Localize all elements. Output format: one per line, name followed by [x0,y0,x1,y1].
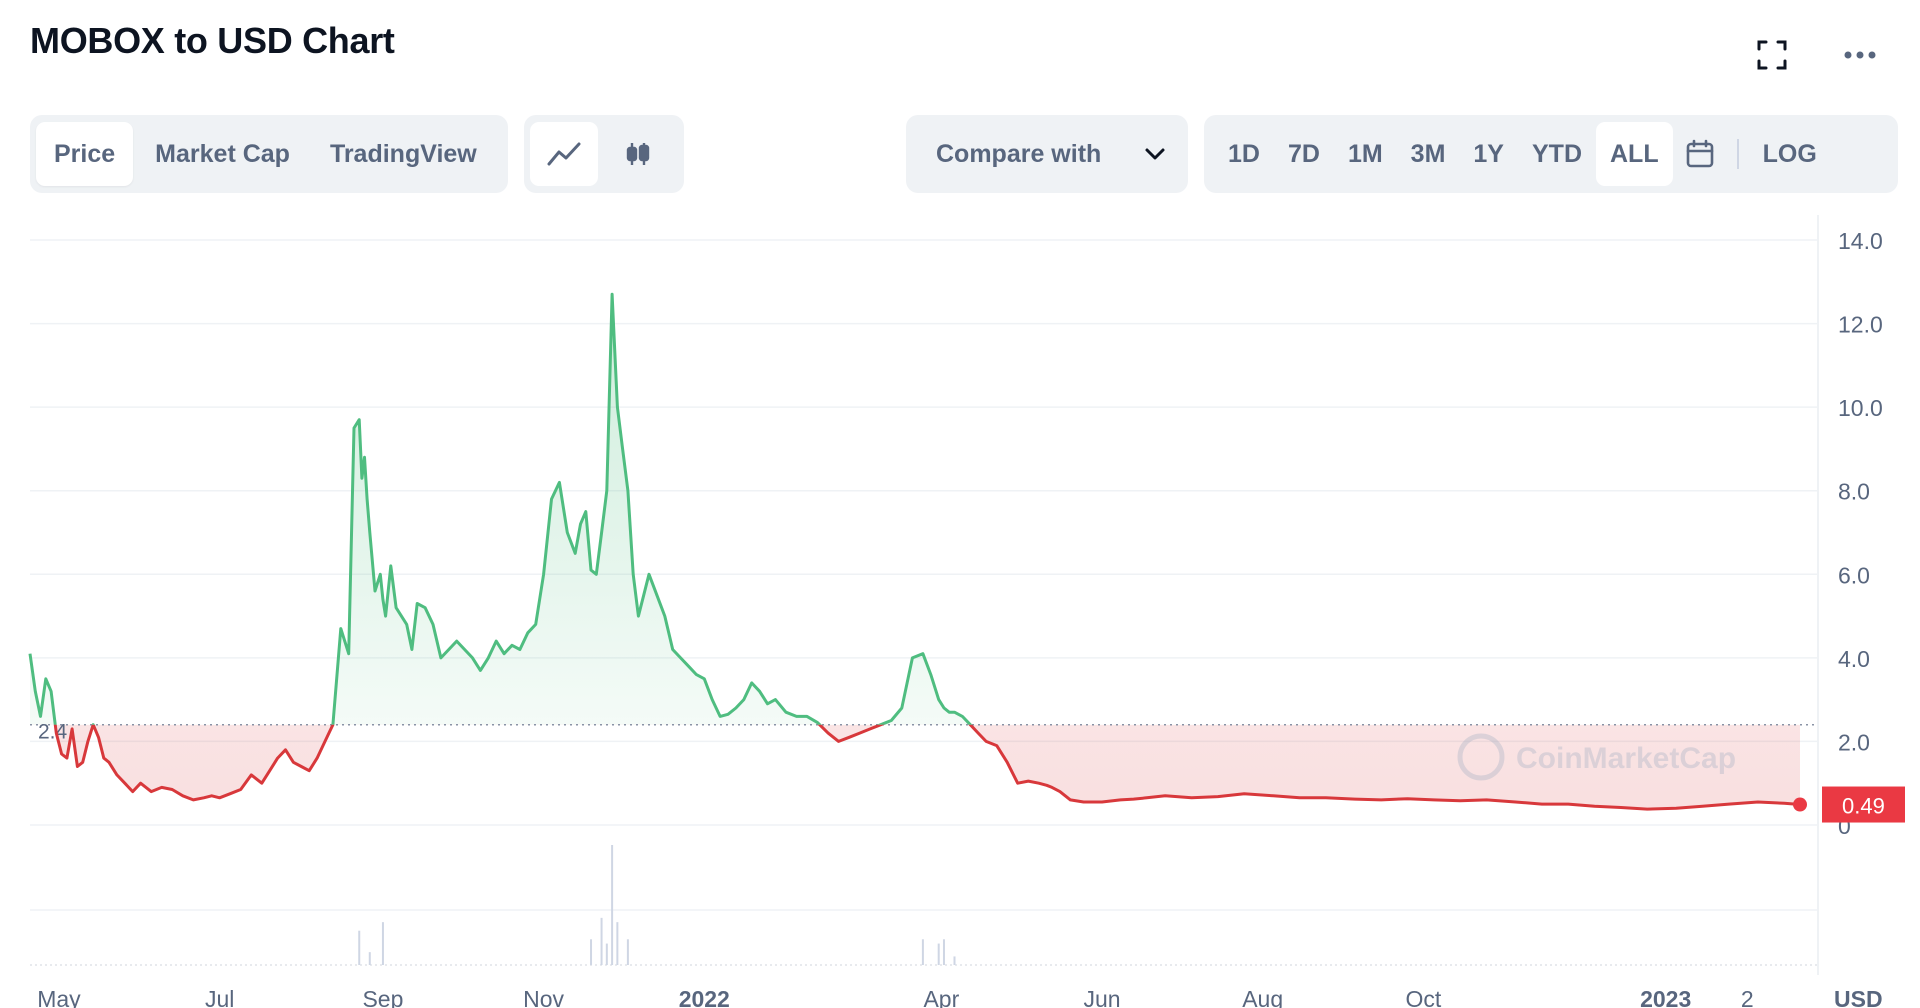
y-tick-label: 10.0 [1838,395,1883,421]
volume-bar [942,939,945,965]
last-price-badge [1822,786,1905,823]
y-tick-label: 2.0 [1838,729,1870,755]
volume-bar [616,922,619,965]
range-1m[interactable]: 1M [1347,139,1383,168]
y-tick-label: 12.0 [1838,312,1883,338]
x-tick-label: Nov [523,986,564,1008]
volume-bar [368,952,371,965]
log-toggle[interactable]: LOG [1762,139,1817,168]
last-price-label: 0.49 [1842,794,1885,819]
volume-bar [600,917,603,965]
x-tick-label: Aug [1242,986,1283,1008]
tab-market-cap[interactable]: Market Cap [155,139,290,168]
y-tick-label: 4.0 [1838,646,1870,672]
volume-bar [381,922,384,965]
price-line-down [53,724,1801,811]
range-ytd[interactable]: YTD [1532,139,1582,168]
y-tick-label: 8.0 [1838,479,1870,505]
range-all[interactable]: ALL [1596,122,1673,186]
chart-type-toggle [524,115,684,193]
line-chart-icon[interactable] [530,122,598,186]
volume-bar [605,943,608,965]
x-tick-label: 2023 [1640,986,1691,1008]
tab-price[interactable]: Price [36,122,134,186]
y-tick-label: 14.0 [1838,228,1883,254]
range-7d[interactable]: 7D [1287,139,1320,168]
tab-tradingview[interactable]: TradingView [329,139,477,168]
chart-tabs: Price Market Cap TradingView [30,115,508,193]
price-line-up [28,292,973,725]
compare-with-label: Compare with [936,139,1102,168]
candlestick-icon[interactable] [604,122,672,186]
page-title: MOBOX to USD Chart [30,20,395,61]
range-divider [1736,139,1739,169]
volume-bar [937,943,940,965]
y-tick-label: 6.0 [1838,562,1870,588]
volume-bar [590,939,593,965]
volume-bar [921,939,924,965]
calendar-icon[interactable] [1673,122,1727,186]
coinmarketcap-watermark: CoinMarketCap [1457,733,1736,781]
area-below-baseline [55,724,1800,810]
x-tick-label: Apr [923,986,959,1008]
x-tick-label: May [37,986,81,1008]
fullscreen-icon[interactable] [1752,35,1792,75]
volume-bar [953,956,956,965]
x-tick-label: Sep [362,986,403,1008]
time-range-selector: 1D 7D 1M 3M 1Y YTD ALL LOG [1204,115,1898,193]
x-tick-label: Jun [1083,986,1120,1008]
x-tick-label: Oct [1405,986,1441,1008]
baseline-label: 2.4 [38,721,68,744]
chevron-down-icon [1145,148,1165,160]
svg-text:CoinMarketCap: CoinMarketCap [1516,742,1736,775]
x-tick-label: Jul [205,986,234,1008]
x-tick-label: 2022 [679,986,730,1008]
volume-bar [358,930,361,965]
x-tick-label: 2 [1741,986,1754,1008]
compare-with-dropdown[interactable]: Compare with [906,115,1188,193]
volume-bar [626,939,629,965]
range-1d[interactable]: 1D [1228,139,1260,168]
last-price-dot [1793,797,1807,812]
range-1y[interactable]: 1Y [1473,139,1504,168]
more-horizontal-icon[interactable] [1840,35,1880,75]
volume-bar [611,845,614,965]
currency-label: USD [1834,986,1883,1008]
range-3m[interactable]: 3M [1410,139,1446,168]
